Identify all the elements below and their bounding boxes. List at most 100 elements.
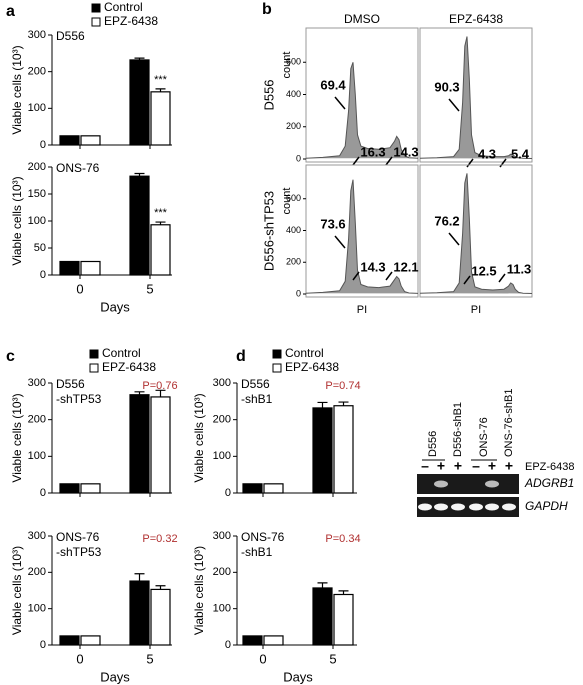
gate-label: 90.3 [434, 79, 459, 94]
error-bar [155, 389, 166, 397]
bar [59, 635, 80, 646]
y-tick-label: 600 [286, 57, 301, 67]
bar [129, 580, 150, 646]
bar [150, 224, 171, 276]
bar [150, 396, 171, 494]
x-tick-label: 0 [259, 651, 266, 666]
bar [333, 405, 354, 494]
legend-swatch [272, 363, 282, 373]
y-tick-label: 200 [286, 121, 301, 131]
bar [80, 260, 101, 276]
chart-title: D556 [241, 377, 270, 391]
x-tick-label: 5 [146, 281, 153, 296]
gel-band [418, 503, 432, 511]
gene-label: GAPDH [525, 499, 568, 513]
error-bar [338, 401, 349, 406]
y-tick-label: 300 [28, 377, 46, 389]
gate-pointer [448, 98, 460, 112]
y-axis-label: Viable cells (10³) [10, 546, 24, 635]
y-axis-label: Viable cells (10³) [192, 546, 206, 635]
y-axis-label: Viable cells (10³) [10, 393, 24, 482]
error-bar [155, 221, 166, 225]
y-tick-label: 100 [28, 450, 46, 462]
annotation: P=0.34 [325, 533, 360, 545]
gel-strip [417, 474, 519, 494]
gate-label: 14.3 [393, 144, 418, 159]
chart-title: -shB1 [241, 545, 273, 559]
legend-swatch [89, 349, 99, 359]
error-bar [134, 573, 145, 582]
chart-title: -shB1 [241, 392, 273, 406]
gel-band [451, 503, 465, 511]
bar [263, 483, 284, 494]
bar [80, 135, 101, 146]
x-tick-label: 5 [329, 651, 336, 666]
gate-label: 69.4 [320, 77, 346, 92]
y-tick-label: 200 [213, 414, 231, 426]
x-axis-label: Days [283, 669, 313, 684]
legend-swatch [91, 17, 101, 27]
plot-frame [305, 27, 419, 163]
legend-label: EPZ-6438 [285, 360, 339, 374]
gate-label: 12.1 [393, 259, 418, 274]
legend-label: Control [102, 346, 141, 360]
y-tick-label: 0 [225, 487, 231, 499]
gate-pointer [352, 156, 360, 166]
lane-label: ONS-76-shB1 [503, 389, 515, 457]
chart-title: -shTP53 [56, 392, 102, 406]
panel-letter: a [6, 3, 15, 20]
y-tick-label: 100 [28, 215, 46, 227]
annotation: P=0.76 [142, 380, 177, 392]
x-axis-label: PI [357, 304, 367, 316]
error-bar [317, 401, 328, 408]
y-tick-label: 300 [213, 530, 231, 542]
bar [59, 135, 80, 146]
y-tick-label: 0 [40, 269, 46, 281]
legend-swatch [91, 3, 101, 13]
bar [150, 91, 171, 146]
y-tick-label: 0 [40, 487, 46, 499]
gate-pointer [385, 271, 393, 281]
y-axis-label: count [281, 188, 293, 215]
histogram [305, 179, 419, 294]
gel-band [485, 503, 499, 511]
error-bar [155, 88, 166, 92]
gate-label: 12.5 [471, 263, 496, 278]
column-title: DMSO [344, 12, 380, 26]
chart-title: ONS-76 [56, 161, 100, 175]
annotation: *** [154, 207, 168, 219]
y-tick-label: 200 [28, 414, 46, 426]
treatment-sign: + [454, 458, 462, 474]
gate-pointer [498, 273, 506, 283]
chart-title: ONS-76 [241, 530, 285, 544]
lane-label: D556-shB1 [452, 402, 464, 457]
annotation: P=0.74 [325, 380, 360, 392]
bar [129, 394, 150, 494]
y-tick-label: 300 [28, 29, 46, 41]
gate-label: 4.3 [478, 146, 496, 161]
y-axis-label: Viable cells (10³) [192, 393, 206, 482]
histogram [419, 173, 533, 294]
panel-letter: c [6, 348, 15, 365]
column-title: EPZ-6438 [449, 12, 503, 26]
x-axis-label: Days [100, 669, 130, 684]
bar [263, 635, 284, 646]
y-tick-label: 200 [28, 161, 46, 173]
y-tick-label: 300 [213, 377, 231, 389]
plot-frame [419, 164, 533, 298]
histogram [419, 36, 533, 159]
gel-strip [417, 497, 519, 517]
x-axis-label: PI [471, 304, 481, 316]
bar [80, 483, 101, 494]
y-tick-label: 0 [40, 139, 46, 151]
y-axis-label: count [281, 52, 293, 79]
chart-title: ONS-76 [56, 530, 100, 544]
treatment-sign: – [472, 458, 480, 474]
error-bar [134, 57, 145, 60]
panel-letter: d [236, 348, 246, 365]
treatment-sign: + [505, 458, 513, 474]
y-tick-label: 50 [34, 242, 46, 254]
y-tick-label: 300 [28, 530, 46, 542]
bar [312, 407, 333, 494]
